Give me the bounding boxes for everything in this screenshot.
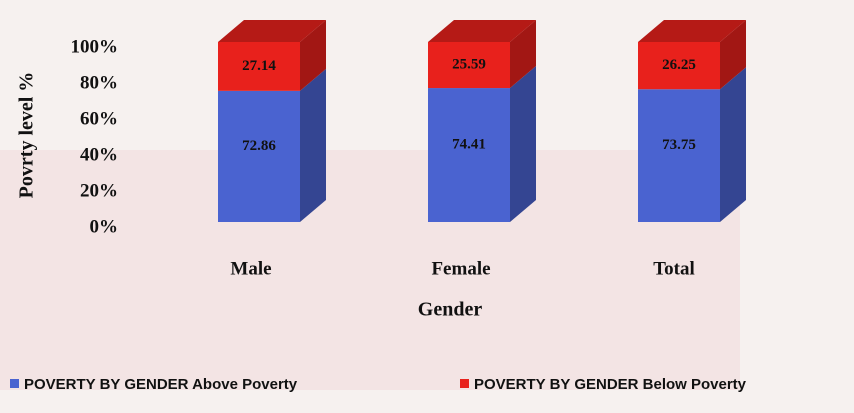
- watermark-band: [0, 150, 740, 390]
- bar-side: [720, 20, 746, 90]
- data-label: 26.25: [662, 57, 696, 73]
- bar-top: [638, 20, 746, 42]
- data-label: 27.14: [242, 58, 276, 74]
- y-tick-label: 60%: [80, 108, 118, 129]
- data-label: 74.41: [452, 136, 486, 152]
- y-tick-label: 20%: [80, 180, 118, 201]
- bar: [428, 88, 510, 222]
- x-tick-label: Female: [431, 258, 490, 279]
- legend-swatch: [460, 379, 469, 388]
- x-tick-label: Male: [230, 258, 271, 279]
- data-label: 73.75: [662, 137, 696, 153]
- bar-side: [300, 68, 326, 223]
- y-axis-label: Povrty level %: [16, 72, 38, 199]
- y-tick-label: 80%: [80, 72, 118, 93]
- legend-label: POVERTY BY GENDER Below Poverty: [474, 376, 747, 393]
- data-label: 72.86: [242, 138, 276, 154]
- bar: [428, 42, 510, 89]
- bar-side: [510, 20, 536, 89]
- bar-top: [218, 20, 326, 42]
- legend-label: POVERTY BY GENDER Above Poverty: [24, 376, 298, 393]
- legend-swatch: [10, 379, 19, 388]
- bar: [638, 42, 720, 90]
- bar-side: [720, 67, 746, 222]
- bar-top: [428, 20, 536, 42]
- x-tick-label: Total: [653, 258, 695, 279]
- y-tick-label: 100%: [71, 36, 119, 57]
- x-axis-label: Gender: [418, 299, 483, 321]
- bar: [218, 90, 300, 223]
- bar: [218, 42, 300, 91]
- y-tick-label: 0%: [90, 216, 119, 237]
- bar-side: [300, 20, 326, 91]
- data-label: 25.59: [452, 56, 486, 72]
- bar-side: [510, 66, 536, 222]
- bar: [638, 89, 720, 222]
- y-tick-label: 40%: [80, 144, 118, 165]
